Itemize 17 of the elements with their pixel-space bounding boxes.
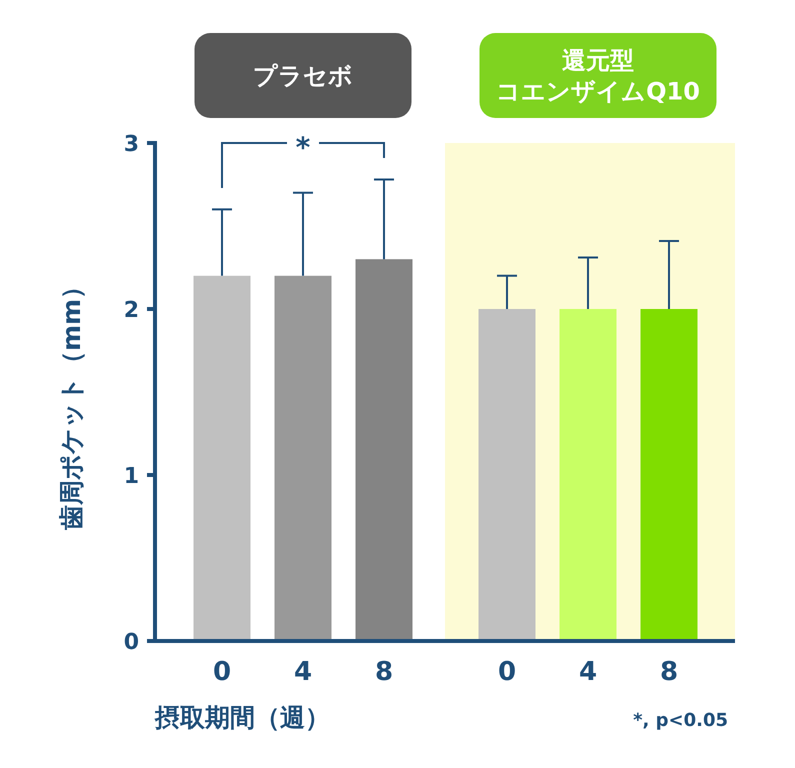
y-tick-label: 0 (124, 630, 139, 655)
annotation: * (296, 131, 311, 164)
x-tick-label: 0 (498, 657, 516, 687)
y-axis-title: 歯周ポケット（mm） (57, 274, 86, 532)
x-tick-label: 8 (660, 657, 678, 687)
text: *, p<0.05 (633, 710, 728, 731)
chart-title: 還元型コエンザイムQ10 (496, 46, 700, 106)
chart-title: プラセボ (253, 62, 353, 90)
x-tick-label: 8 (374, 657, 394, 687)
x-tick-label: 4 (578, 657, 598, 687)
x-tick-label: 0 (212, 657, 232, 687)
y-tick-label: 1 (124, 464, 139, 489)
y-tick-label: 3 (124, 132, 139, 157)
y-tick-label: 2 (124, 298, 139, 323)
x-tick-label: 4 (294, 657, 312, 687)
bracket-significance: * (221, 131, 385, 189)
x-axis-title: 摂取期間（週） (154, 703, 330, 732)
